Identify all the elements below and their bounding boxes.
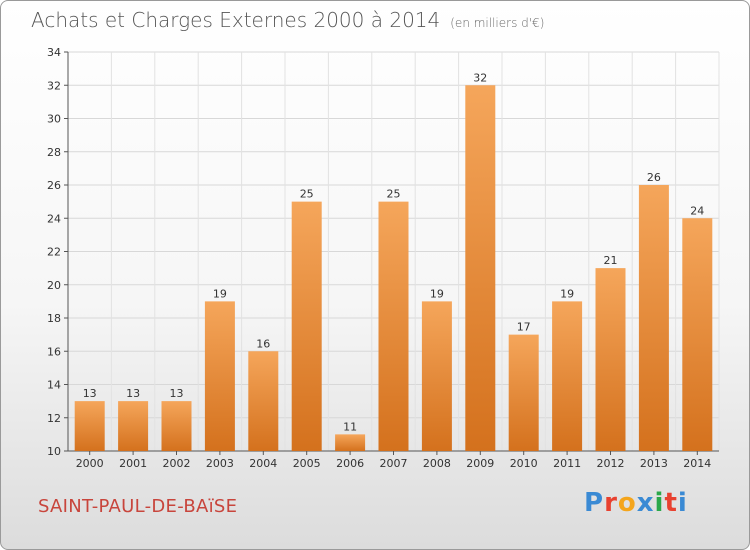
logo-letter: t	[664, 488, 678, 518]
bar[interactable]	[291, 201, 322, 451]
y-tick-label: 28	[47, 146, 61, 159]
chart-title-text: Achats et Charges Externes 2000 à 2014	[31, 8, 441, 32]
y-tick-label: 24	[47, 212, 61, 225]
data-label: 25	[300, 188, 314, 201]
bar[interactable]	[552, 301, 583, 451]
data-label: 13	[170, 387, 184, 400]
logo-letter: i	[677, 488, 688, 518]
x-tick-label: 2011	[553, 457, 581, 470]
x-tick-label: 2005	[293, 457, 321, 470]
bar[interactable]	[161, 401, 192, 451]
y-tick-label: 34	[47, 46, 61, 59]
bar[interactable]	[508, 334, 539, 451]
y-tick-label: 14	[47, 379, 61, 392]
y-tick-label: 18	[47, 312, 61, 325]
y-tick-label: 16	[47, 345, 61, 358]
data-label: 13	[126, 387, 140, 400]
x-tick-label: 2007	[380, 457, 408, 470]
x-tick-label: 2014	[683, 457, 711, 470]
data-label: 19	[560, 287, 574, 300]
bar[interactable]	[421, 301, 452, 451]
bar[interactable]	[465, 85, 496, 451]
x-tick-label: 2003	[206, 457, 234, 470]
logo-letter: P	[584, 488, 605, 518]
x-tick-label: 2009	[466, 457, 494, 470]
y-tick-label: 12	[47, 412, 61, 425]
data-label: 13	[83, 387, 97, 400]
data-label: 16	[256, 337, 270, 350]
x-tick-label: 2006	[336, 457, 364, 470]
logo-letter: o	[617, 488, 637, 518]
x-tick-label: 2012	[597, 457, 625, 470]
bar[interactable]	[378, 201, 409, 451]
data-label: 24	[690, 204, 704, 217]
data-label: 21	[604, 254, 618, 267]
x-tick-label: 2004	[249, 457, 277, 470]
y-tick-label: 10	[47, 445, 61, 458]
data-label: 17	[517, 321, 531, 334]
bar[interactable]	[204, 301, 235, 451]
data-label: 26	[647, 171, 661, 184]
data-label: 11	[343, 420, 357, 433]
x-tick-label: 2010	[510, 457, 538, 470]
bar[interactable]	[74, 401, 105, 451]
labels: 10 12 14 16 18 20 22 24 26 28 30 32 34 13 2000 13 2001 13…	[47, 46, 711, 470]
x-tick-label: 2002	[163, 457, 191, 470]
data-label: 19	[430, 287, 444, 300]
data-label: 19	[213, 287, 227, 300]
bar[interactable]	[335, 434, 366, 451]
y-tick-label: 26	[47, 179, 61, 192]
logo-letter: i	[654, 488, 665, 518]
logo-letter: r	[604, 488, 618, 518]
x-tick-label: 2001	[119, 457, 147, 470]
bar[interactable]	[682, 218, 713, 451]
y-tick-label: 20	[47, 279, 61, 292]
bar[interactable]	[638, 185, 669, 451]
bar[interactable]	[118, 401, 149, 451]
data-label: 32	[473, 71, 487, 84]
bar[interactable]	[248, 351, 279, 451]
y-tick-label: 32	[47, 79, 61, 92]
bars	[74, 85, 713, 451]
proxiti-logo[interactable]: Proxiti	[584, 488, 688, 518]
logo-letter: x	[636, 488, 655, 518]
chart-unit: (en milliers d'€)	[450, 16, 545, 30]
bar[interactable]	[595, 268, 626, 451]
town-name: SAINT-PAUL-DE-BAïSE	[38, 496, 238, 517]
data-label: 25	[387, 188, 401, 201]
y-tick-label: 22	[47, 246, 61, 259]
x-tick-label: 2008	[423, 457, 451, 470]
x-tick-label: 2000	[76, 457, 104, 470]
x-tick-label: 2013	[640, 457, 668, 470]
y-tick-label: 30	[47, 113, 61, 126]
chart-title: Achats et Charges Externes 2000 à 2014 (e…	[31, 8, 544, 32]
